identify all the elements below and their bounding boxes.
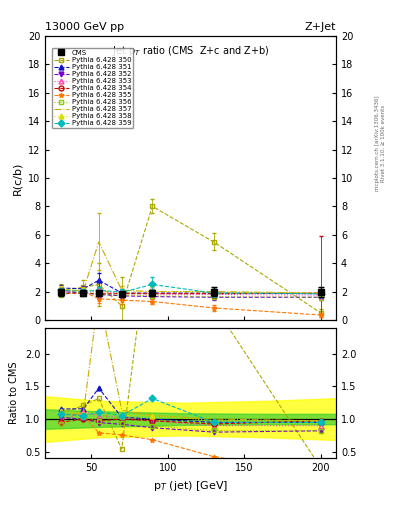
Pythia 6.428 354 [150,291,155,297]
Pythia 6.428 352 [150,293,155,300]
Line: Pythia 6.428 358: Pythia 6.428 358 [58,286,323,295]
Pythia 6.428 355 [119,297,124,303]
Pythia 6.428 357 [211,289,216,295]
Line: Pythia 6.428 356: Pythia 6.428 356 [58,290,323,300]
Pythia 6.428 351 [119,290,124,296]
Pythia 6.428 350 [96,282,101,288]
Line: Pythia 6.428 355: Pythia 6.428 355 [58,288,323,317]
Pythia 6.428 357 [81,287,86,293]
Pythia 6.428 351 [58,285,63,291]
Pythia 6.428 356 [81,289,86,295]
CMS [211,289,216,295]
Pythia 6.428 359 [211,290,216,296]
Text: mcplots.cern.ch [arXiv:1306.3436]: mcplots.cern.ch [arXiv:1306.3436] [375,96,380,191]
Pythia 6.428 358 [58,286,63,292]
Pythia 6.428 356 [211,293,216,300]
Pythia 6.428 357 [119,287,124,293]
Text: Jet p$_T$ ratio (CMS  Z+c and Z+b): Jet p$_T$ ratio (CMS Z+c and Z+b) [112,45,270,58]
Pythia 6.428 353 [96,289,101,295]
Pythia 6.428 351 [96,277,101,283]
Pythia 6.428 354 [211,291,216,297]
CMS [58,289,63,295]
Pythia 6.428 357 [58,288,63,294]
Pythia 6.428 350 [58,287,63,293]
Pythia 6.428 350 [150,203,155,209]
Pythia 6.428 350 [211,239,216,245]
Line: Pythia 6.428 354: Pythia 6.428 354 [58,291,323,296]
Pythia 6.428 355 [150,298,155,305]
CMS [119,291,124,297]
Pythia 6.428 353 [150,291,155,297]
Pythia 6.428 358 [211,289,216,295]
Pythia 6.428 355 [96,295,101,302]
Pythia 6.428 353 [81,287,86,293]
CMS [96,290,101,296]
Pythia 6.428 354 [318,290,323,296]
Pythia 6.428 351 [150,290,155,296]
Pythia 6.428 356 [318,294,323,301]
Pythia 6.428 354 [58,291,63,297]
Pythia 6.428 355 [211,305,216,311]
Pythia 6.428 351 [211,290,216,296]
Pythia 6.428 359 [119,289,124,295]
Pythia 6.428 352 [58,289,63,295]
Line: Pythia 6.428 359: Pythia 6.428 359 [58,282,323,296]
Pythia 6.428 358 [150,289,155,295]
Pythia 6.428 351 [318,291,323,297]
CMS [318,289,323,295]
Pythia 6.428 354 [119,291,124,297]
Pythia 6.428 355 [58,287,63,293]
Pythia 6.428 356 [58,291,63,297]
Pythia 6.428 358 [96,287,101,293]
Y-axis label: R(c/b): R(c/b) [13,161,22,195]
Pythia 6.428 355 [81,289,86,295]
Pythia 6.428 356 [119,292,124,298]
Text: Z+Jet: Z+Jet [305,22,336,32]
Pythia 6.428 358 [81,288,86,294]
Pythia 6.428 356 [96,291,101,297]
Pythia 6.428 355 [318,312,323,318]
Pythia 6.428 359 [150,282,155,288]
CMS [81,290,86,296]
Pythia 6.428 357 [96,239,101,245]
Pythia 6.428 353 [119,290,124,296]
Pythia 6.428 352 [81,290,86,296]
Pythia 6.428 350 [119,303,124,309]
Line: Pythia 6.428 351: Pythia 6.428 351 [58,278,323,296]
CMS [150,290,155,296]
Pythia 6.428 352 [96,291,101,297]
Pythia 6.428 350 [318,310,323,316]
Pythia 6.428 357 [150,289,155,295]
Pythia 6.428 353 [58,290,63,296]
Pythia 6.428 354 [96,291,101,297]
Pythia 6.428 350 [81,284,86,290]
Pythia 6.428 351 [81,286,86,292]
Text: 13000 GeV pp: 13000 GeV pp [45,22,124,32]
Pythia 6.428 352 [318,294,323,301]
Line: Pythia 6.428 350: Pythia 6.428 350 [58,204,323,315]
Pythia 6.428 352 [119,293,124,299]
Pythia 6.428 356 [150,293,155,299]
Pythia 6.428 353 [318,292,323,298]
Pythia 6.428 352 [211,294,216,301]
Pythia 6.428 359 [58,287,63,293]
Pythia 6.428 359 [81,289,86,295]
Line: CMS: CMS [58,289,323,296]
Legend: CMS, Pythia 6.428 350, Pythia 6.428 351, Pythia 6.428 352, Pythia 6.428 353, Pyt: CMS, Pythia 6.428 350, Pythia 6.428 351,… [51,48,133,129]
Text: Rivet 3.1.10, ≥ 100k events: Rivet 3.1.10, ≥ 100k events [381,105,386,182]
X-axis label: p$_T$ (jet) [GeV]: p$_T$ (jet) [GeV] [153,479,228,493]
Pythia 6.428 353 [211,291,216,297]
Pythia 6.428 358 [119,289,124,295]
Line: Pythia 6.428 357: Pythia 6.428 357 [61,242,321,293]
Line: Pythia 6.428 352: Pythia 6.428 352 [58,289,323,300]
Pythia 6.428 354 [81,290,86,296]
Pythia 6.428 358 [318,290,323,296]
Pythia 6.428 357 [318,290,323,296]
Pythia 6.428 359 [96,287,101,293]
Pythia 6.428 359 [318,291,323,297]
Line: Pythia 6.428 353: Pythia 6.428 353 [58,288,323,297]
Y-axis label: Ratio to CMS: Ratio to CMS [9,361,19,424]
